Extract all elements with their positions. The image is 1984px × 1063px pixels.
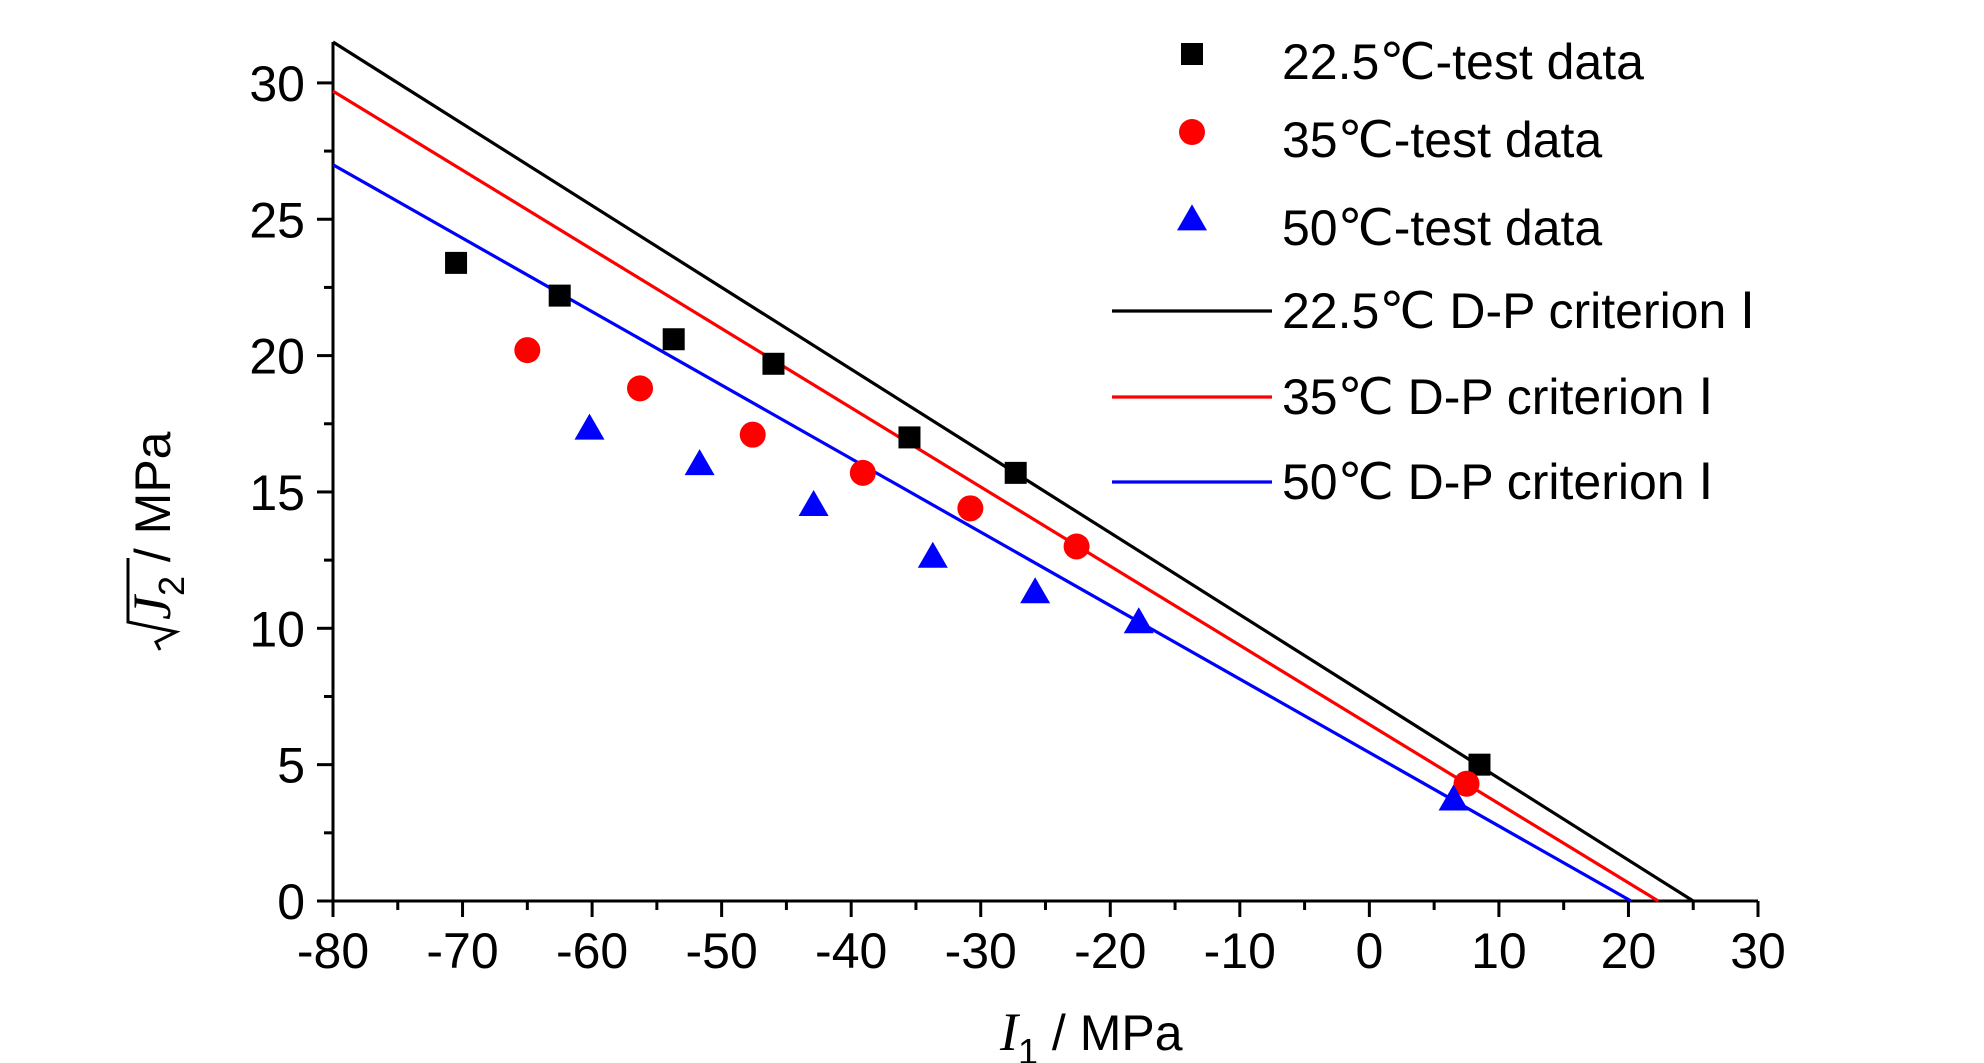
legend-label: 35℃ D-P criterion Ⅰ [1282,369,1713,425]
y-tick-label: 15 [249,465,305,521]
x-tick-label: 20 [1601,923,1657,979]
y-tick-label: 10 [249,601,305,657]
square-point [1004,461,1027,484]
x-tick-label: -30 [945,923,1017,979]
triangle-point [917,541,948,568]
y-tick-label: 20 [249,329,305,385]
square-point [898,426,921,449]
x-tick-label: 30 [1730,923,1786,979]
triangle-point [1123,607,1154,634]
triangle-point [574,413,605,440]
x-axis-title: I1 / MPa [999,1002,1183,1063]
circle-point [514,337,541,364]
square-point [548,284,571,307]
triangle-point [1438,784,1469,811]
x-tick-label: -80 [297,923,369,979]
tick-labels: -80 -70 -60 -50 -40 -30 -20 -10 0 10 20 30 0 5 10 15 20 2… [249,56,1785,979]
square-point [762,352,785,375]
legend: 22.5℃-test data 35℃-test data 50℃-test dat… [1112,34,1755,510]
legend-label: 50℃ D-P criterion Ⅰ [1282,454,1713,510]
y-tick-label: 0 [277,874,305,930]
x-tick-label: -40 [815,923,887,979]
triangle-point [684,449,715,476]
x-tick-label: 10 [1471,923,1527,979]
square-point [1468,753,1491,776]
y-axis-title: J2 / MPa [122,431,192,651]
circle-point [1063,533,1090,560]
y-tick-label: 30 [249,56,305,112]
circle-point [627,375,654,402]
legend-circle-swatch [1179,119,1205,145]
sqrt-symbol [126,558,181,651]
criterion-line [332,163,1632,903]
legend-label: 22.5℃-test data [1282,34,1644,90]
x-tick-label: -50 [686,923,758,979]
axes [317,42,1760,917]
series-markers [445,251,1491,811]
x-tick-label: -70 [426,923,498,979]
triangle-point [798,489,829,516]
circle-point [739,421,766,448]
y-tick-label: 5 [277,738,305,794]
square-point [662,328,685,351]
criterion-line [332,89,1660,903]
legend-square-swatch [1181,43,1203,65]
legend-label: 35℃-test data [1282,112,1602,168]
x-tick-label: -20 [1074,923,1146,979]
x-tick-label: 0 [1355,923,1383,979]
circle-point [957,495,984,522]
circle-point [849,459,876,486]
svg-text:J2 / MPa: J2 / MPa [122,431,192,620]
circle-point [1453,770,1480,797]
triangle-point [1020,577,1051,604]
legend-label: 22.5℃ D-P criterion Ⅰ [1282,283,1755,339]
square-point [445,251,468,274]
legend-triangle-swatch [1177,204,1207,231]
y-tick-label: 25 [249,192,305,248]
x-tick-label: -10 [1204,923,1276,979]
x-tick-label: -60 [556,923,628,979]
legend-label: 50℃-test data [1282,200,1602,256]
